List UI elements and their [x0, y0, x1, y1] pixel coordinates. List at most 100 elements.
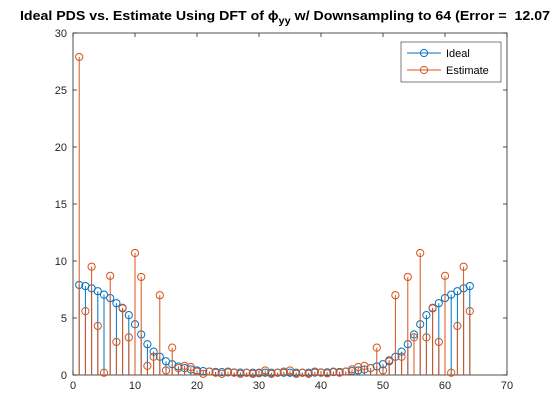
stem-marker	[211, 368, 220, 377]
stem-marker	[434, 337, 443, 347]
stem-marker	[428, 303, 437, 312]
stem-marker	[112, 337, 121, 347]
legend-entry-estimate: Estimate	[407, 65, 489, 77]
stem-marker	[440, 271, 450, 280]
stem-marker	[292, 369, 301, 378]
stem-marker	[316, 368, 326, 377]
stem-marker	[273, 368, 282, 377]
stem-marker	[397, 352, 406, 361]
stem-marker	[465, 281, 474, 291]
stem-marker	[87, 262, 96, 271]
stem-marker	[99, 290, 109, 299]
stem-marker	[93, 321, 102, 331]
stem-marker	[422, 333, 431, 342]
stem-marker	[230, 368, 239, 377]
stem-marker	[223, 367, 233, 376]
stem-marker	[143, 340, 152, 349]
stem-marker	[459, 262, 468, 271]
stem-marker	[112, 299, 121, 308]
axes-box	[72, 32, 508, 376]
y-tick-label: 5	[61, 313, 67, 325]
stem-marker	[285, 368, 295, 377]
x-tick-label: 40	[315, 380, 327, 392]
x-tick-label: 0	[70, 380, 76, 392]
stem-marker	[409, 333, 419, 342]
legend-marker	[419, 48, 429, 58]
stem-marker	[124, 333, 133, 342]
stem-marker	[130, 248, 140, 258]
stem-marker	[81, 307, 90, 316]
stem-marker	[149, 347, 158, 356]
stem-marker	[106, 271, 115, 280]
stem-marker	[397, 347, 406, 356]
stem-marker	[323, 369, 332, 378]
stem-marker	[161, 366, 171, 375]
stem-marker	[180, 361, 189, 370]
y-tick-label: 30	[55, 28, 67, 40]
series-estimate	[75, 52, 474, 378]
x-tick-label: 30	[253, 380, 265, 392]
stem-marker	[168, 343, 177, 352]
stem-marker	[248, 369, 257, 378]
x-tick-label: 60	[439, 380, 451, 392]
stem-marker	[447, 290, 456, 299]
stem-marker	[310, 367, 319, 376]
y-tick-label: 0	[61, 370, 67, 382]
legend: Ideal Estimate	[400, 41, 502, 83]
y-tick-label: 20	[55, 142, 67, 154]
stem-marker	[137, 272, 146, 282]
stem-marker	[329, 367, 338, 376]
stem-marker	[447, 368, 456, 377]
stem-marker	[124, 311, 133, 320]
y-tick-label: 10	[55, 256, 67, 268]
chart-title-suffix: w/ Downsampling to 64 (Error = 12.07	[291, 8, 550, 23]
x-tick-label: 50	[377, 380, 389, 392]
stem-marker	[285, 366, 295, 375]
legend-box	[400, 41, 502, 83]
stem-marker	[155, 291, 164, 300]
stem-marker	[366, 364, 375, 373]
stem-marker	[335, 368, 344, 377]
chart-title-subscript: yy	[279, 16, 292, 27]
stem-marker	[149, 352, 158, 361]
legend-label: Ideal	[446, 48, 470, 60]
chart-title: Ideal PDS vs. Estimate Using DFT of ϕ yy …	[20, 8, 550, 27]
stem-marker	[186, 362, 195, 372]
stem-marker	[143, 361, 152, 370]
stem-marker	[99, 368, 109, 377]
stem-marker	[453, 321, 462, 331]
stem-marker	[434, 299, 443, 308]
stem-marker	[242, 368, 251, 377]
y-tick-label: 15	[55, 199, 67, 211]
plot-area: 0 10 20 30 40 50 60 70 0 5 10 15 20 25 30 Ideal Estimate	[55, 28, 513, 392]
stem-marker	[75, 52, 84, 62]
stem-marker	[372, 343, 381, 352]
stem-marker	[385, 356, 394, 365]
stem-marker	[391, 291, 400, 300]
stem-marker	[298, 368, 307, 377]
x-tick-label: 70	[501, 380, 513, 392]
stem-marker	[422, 311, 431, 320]
stem-marker	[465, 307, 474, 316]
y-tick-label: 25	[55, 85, 67, 97]
chart-title-main: Ideal PDS vs. Estimate Using DFT of ϕ	[20, 8, 279, 23]
stem-marker	[354, 362, 363, 372]
x-tick-label: 20	[191, 380, 203, 392]
stem-marker	[93, 287, 102, 296]
x-tick-label: 10	[129, 380, 141, 392]
legend-marker	[419, 65, 429, 75]
legend-label: Estimate	[446, 65, 489, 77]
stem-marker	[118, 303, 127, 312]
stem-marker	[236, 369, 245, 378]
stem-marker	[261, 368, 270, 377]
stem-marker	[279, 367, 288, 376]
stem-marker	[403, 272, 412, 282]
stem-marker	[261, 366, 270, 375]
stem-marker	[205, 367, 214, 376]
stem-marker	[416, 248, 425, 258]
stem-marker	[378, 366, 388, 375]
stem-marker	[267, 369, 276, 378]
legend-entry-ideal: Ideal	[407, 48, 470, 60]
